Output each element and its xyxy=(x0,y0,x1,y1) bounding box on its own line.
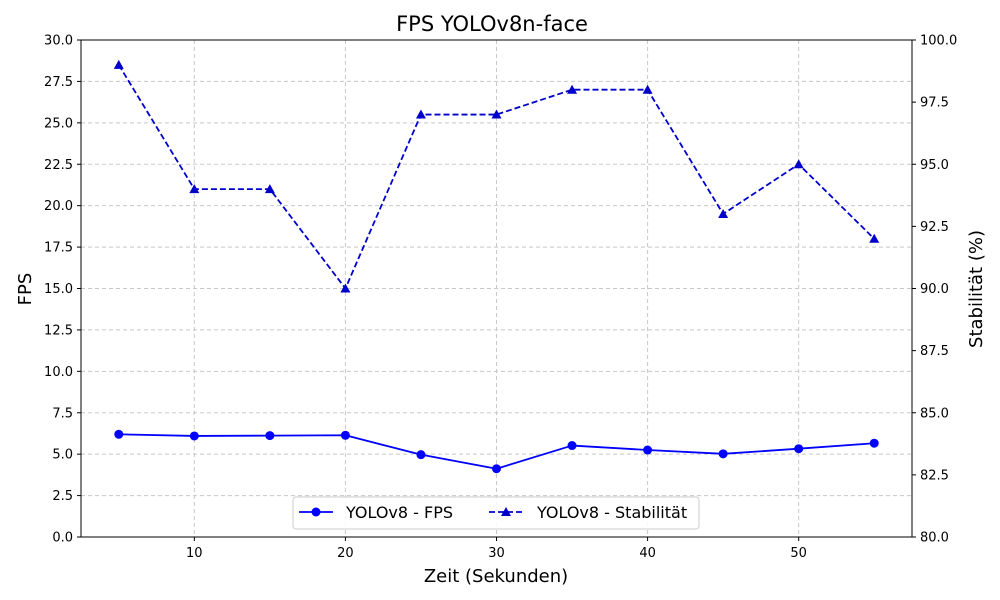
y-tick-label-right: 90.0 xyxy=(920,282,949,297)
data-point-fps xyxy=(189,431,199,441)
x-tick-label: 40 xyxy=(639,546,656,561)
data-point-stability xyxy=(642,84,653,94)
data-point-fps xyxy=(340,430,350,440)
y-tick-label-right: 95.0 xyxy=(920,158,949,173)
series-line-stability xyxy=(118,64,875,290)
data-point-stability xyxy=(189,184,200,194)
legend-label-stability: YOLOv8 - Stabilität xyxy=(536,503,687,522)
data-point-stability xyxy=(340,283,351,293)
data-point-fps xyxy=(643,445,653,455)
y-tick-label-right: 97.5 xyxy=(920,96,949,111)
y-tick-label-right: 82.5 xyxy=(920,468,949,483)
legend-marker-fps xyxy=(311,507,321,517)
data-point-fps xyxy=(114,429,124,439)
y-tick-label-right: 80.0 xyxy=(920,531,949,546)
data-point-fps xyxy=(869,438,879,448)
data-point-stability xyxy=(869,233,880,243)
data-point-fps xyxy=(265,431,275,441)
y-tick-label-right: 100.0 xyxy=(920,34,957,49)
y-tick-label-left: 25.0 xyxy=(44,116,73,131)
y-tick-label-left: 15.0 xyxy=(44,282,73,297)
x-tick-label: 30 xyxy=(488,546,505,561)
data-point-stability xyxy=(491,109,502,119)
x-tick-label: 20 xyxy=(337,546,354,561)
data-point-stability xyxy=(567,84,578,94)
y-tick-label-left: 7.5 xyxy=(52,406,73,421)
series-layer xyxy=(113,59,880,474)
y-tick-label-left: 2.5 xyxy=(52,489,73,504)
data-point-fps xyxy=(794,444,804,454)
data-point-stability xyxy=(415,109,426,119)
data-point-stability xyxy=(793,159,804,169)
y-axis-title-right: Stabilität (%) xyxy=(966,230,987,348)
data-point-stability xyxy=(113,59,124,69)
data-point-fps xyxy=(416,450,426,460)
ticks-layer: 10 20 30 40 50 0.0 2.5 5.0 7.5 10.0 12.5 15.0 17.5 20… xyxy=(44,34,957,562)
data-point-stability xyxy=(264,184,275,194)
y-tick-label-left: 17.5 xyxy=(44,241,73,256)
legend: YOLOv8 - FPS YOLOv8 - Stabilität xyxy=(292,496,700,530)
y-tick-label-left: 0.0 xyxy=(52,531,73,546)
y-tick-label-left: 20.0 xyxy=(44,199,73,214)
y-axis-title-left: FPS xyxy=(15,273,36,306)
y-tick-label-left: 27.5 xyxy=(44,75,73,90)
x-tick-label: 10 xyxy=(186,546,203,561)
y-tick-label-left: 10.0 xyxy=(44,365,73,380)
legend-box xyxy=(292,496,700,530)
chart-title: FPS YOLOv8n-face xyxy=(396,12,588,36)
y-tick-label-right: 87.5 xyxy=(920,344,949,359)
y-tick-label-left: 5.0 xyxy=(52,448,73,463)
legend-marker-stability xyxy=(501,507,511,516)
y-tick-label-right: 85.0 xyxy=(920,406,949,421)
y-tick-label-left: 12.5 xyxy=(44,323,73,338)
y-tick-label-right: 92.5 xyxy=(920,220,949,235)
y-tick-label-left: 22.5 xyxy=(44,158,73,173)
y-tick-label-left: 30.0 xyxy=(44,34,73,49)
data-point-stability xyxy=(718,208,729,218)
data-point-fps xyxy=(492,464,501,474)
x-axis-title: Zeit (Sekunden) xyxy=(424,566,568,587)
x-tick-label: 50 xyxy=(790,546,807,561)
legend-label-fps: YOLOv8 - FPS xyxy=(345,503,453,522)
data-point-fps xyxy=(567,441,577,451)
data-point-fps xyxy=(718,449,728,459)
